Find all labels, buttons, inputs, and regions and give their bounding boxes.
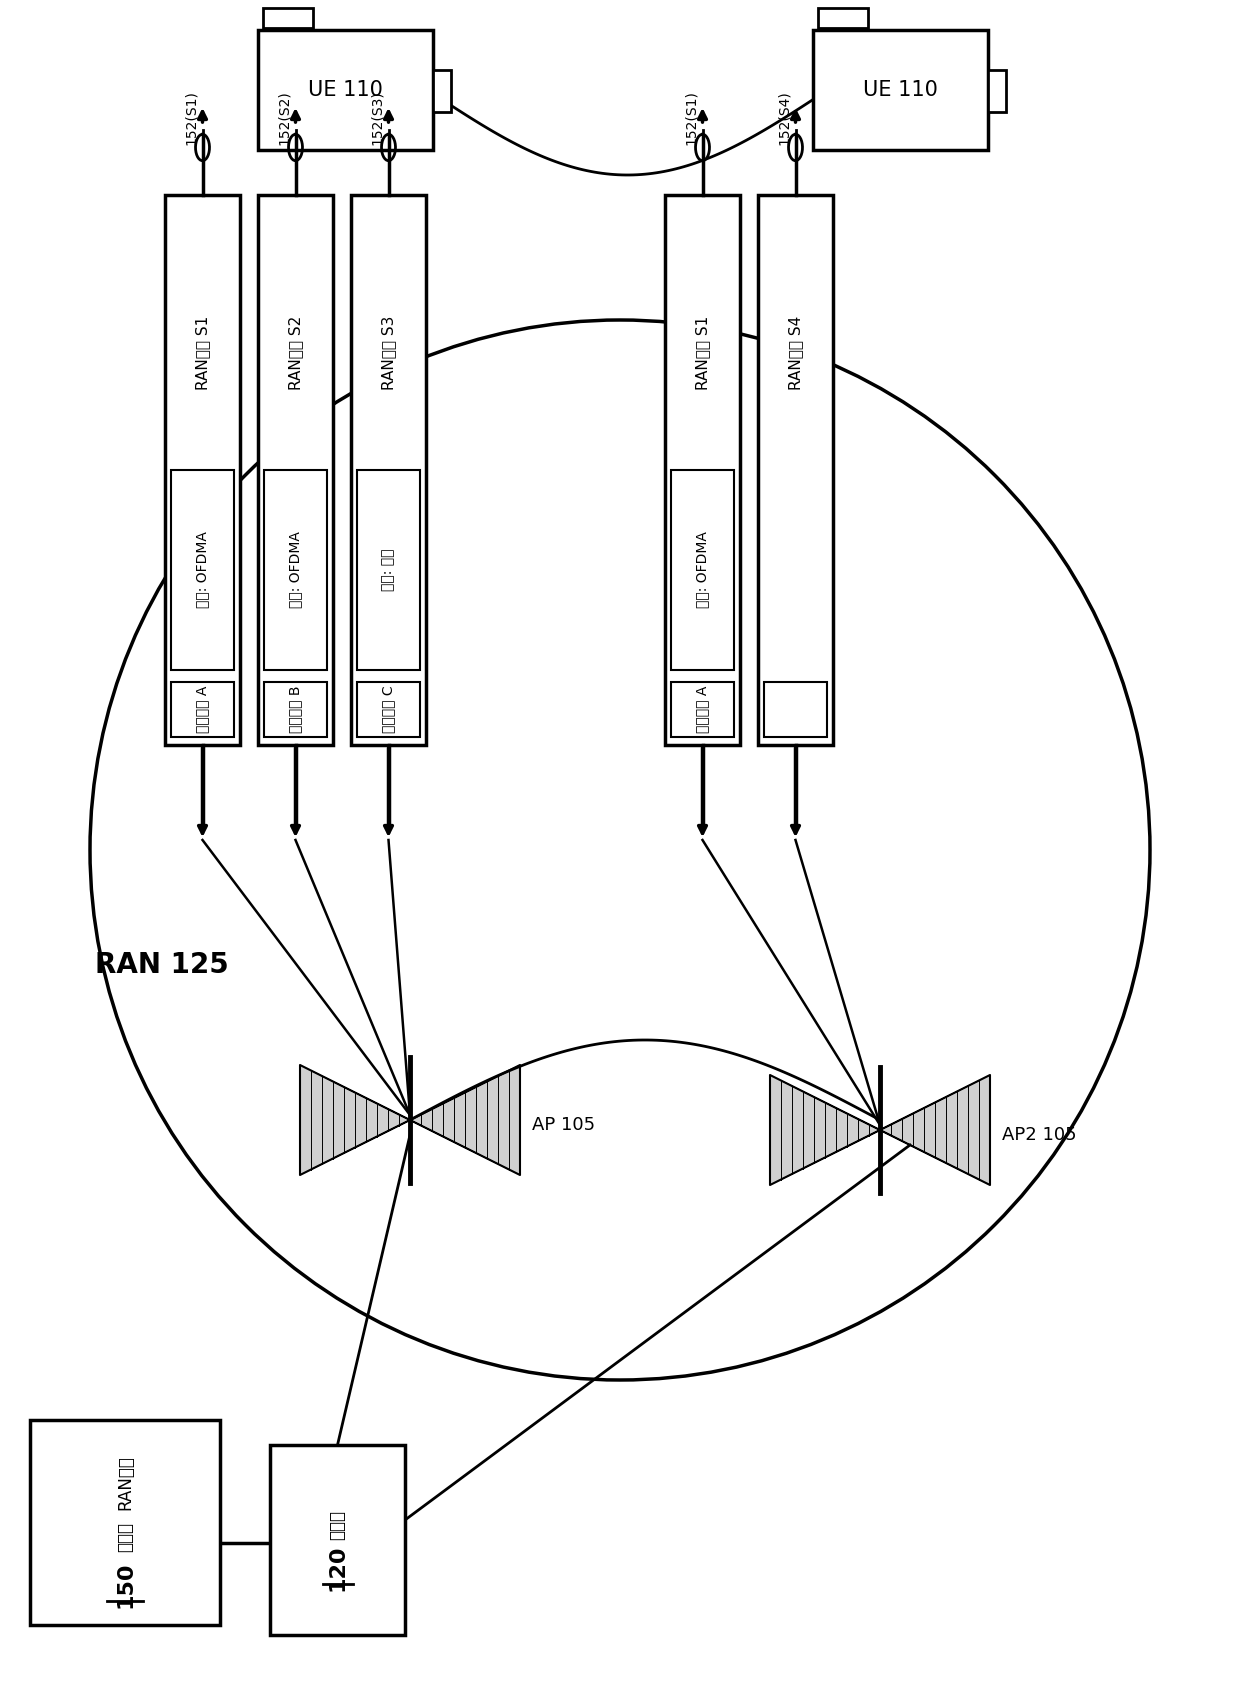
Text: 参数配置 A: 参数配置 A: [696, 685, 709, 733]
Bar: [165, 196, 241, 745]
Text: RAN 125: RAN 125: [95, 950, 228, 979]
Bar: [812, 31, 987, 150]
Text: UE 110: UE 110: [308, 80, 382, 100]
Text: 参数配置 A: 参数配置 A: [196, 685, 210, 733]
Bar: [258, 196, 334, 745]
Text: 120: 120: [327, 1545, 347, 1591]
Bar: [817, 8, 868, 27]
Bar: [671, 682, 734, 738]
Polygon shape: [770, 1074, 880, 1185]
Text: 调度器: 调度器: [329, 1510, 346, 1540]
Bar: [357, 682, 420, 738]
Text: 波形: OFDMA: 波形: OFDMA: [289, 532, 303, 609]
Text: RAN切片 S1: RAN切片 S1: [694, 316, 711, 389]
Bar: [264, 682, 327, 738]
Text: 波形: OFDMA: 波形: OFDMA: [196, 532, 210, 609]
Text: 150: 150: [115, 1561, 135, 1608]
Text: 152(S1): 152(S1): [683, 90, 697, 144]
Text: RAN切片 S1: RAN切片 S1: [195, 316, 210, 389]
Text: UE 110: UE 110: [863, 80, 937, 100]
Text: 152(S4): 152(S4): [776, 90, 791, 144]
Bar: [351, 196, 427, 745]
Text: AP 105: AP 105: [532, 1115, 595, 1134]
Text: 波形: 其他: 波形: 其他: [382, 549, 396, 592]
Bar: [987, 70, 1006, 112]
Text: 152(S1): 152(S1): [184, 90, 197, 144]
Text: RAN切片 S4: RAN切片 S4: [787, 316, 804, 389]
Text: 参数配置 B: 参数配置 B: [289, 685, 303, 733]
Bar: [357, 469, 420, 670]
Bar: [758, 196, 833, 745]
Text: RAN切片: RAN切片: [117, 1455, 134, 1510]
Bar: [263, 8, 312, 27]
Text: RAN切片 S3: RAN切片 S3: [381, 314, 396, 389]
Text: 152(S3): 152(S3): [370, 90, 383, 144]
Bar: [433, 70, 450, 112]
Bar: [258, 31, 433, 150]
Bar: [264, 469, 327, 670]
Bar: [171, 682, 234, 738]
Text: AP2 105: AP2 105: [1002, 1125, 1076, 1144]
Bar: [764, 682, 827, 738]
Text: 参数配置 C: 参数配置 C: [382, 685, 396, 733]
Polygon shape: [410, 1064, 520, 1175]
Polygon shape: [880, 1074, 990, 1185]
Bar: [30, 1420, 219, 1625]
Polygon shape: [300, 1064, 410, 1175]
Text: 波形: OFDMA: 波形: OFDMA: [696, 532, 709, 609]
Bar: [665, 196, 740, 745]
Text: 管理器: 管理器: [117, 1523, 134, 1552]
Bar: [270, 1445, 405, 1635]
Text: RAN切片 S2: RAN切片 S2: [288, 316, 303, 389]
Bar: [171, 469, 234, 670]
Text: 152(S2): 152(S2): [277, 90, 290, 144]
Bar: [671, 469, 734, 670]
